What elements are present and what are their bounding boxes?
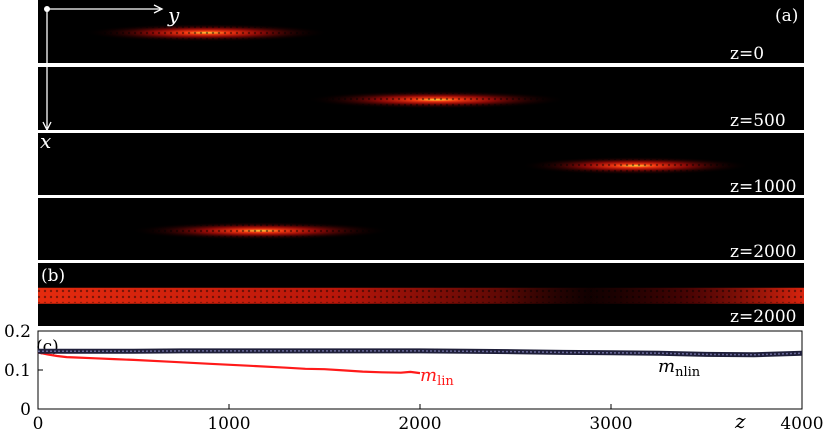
intensity-strip: z=2000: [38, 263, 804, 327]
lattice-pattern: [102, 25, 311, 40]
intensity-strip: z=2000: [38, 198, 804, 262]
intensity-strip: z=0: [38, 0, 804, 64]
series-label-m-lin: mlin: [420, 365, 454, 389]
y-tick-label: 0: [20, 400, 31, 420]
y-tick-label: 0.1: [4, 361, 31, 381]
lattice-pattern: [38, 288, 804, 303]
strip-z-label: z=2000: [730, 242, 796, 262]
strip-z-label: z=500: [730, 111, 786, 131]
intensity-strips: z=0 z=500 z=1000 z=2000 z=2000: [38, 0, 804, 327]
x-tick-label: 0: [33, 414, 44, 433]
intensity-strip: z=500: [38, 67, 804, 131]
lattice-pattern: [149, 223, 371, 238]
strip-z-label: z=0: [730, 44, 764, 64]
series-label-m-nlin: mnlin: [658, 356, 701, 380]
series-line-texture: [38, 350, 803, 356]
x-tick-label: 2000: [398, 414, 441, 433]
chart-x-axis-label: z: [734, 409, 746, 433]
x-tick-label: 1000: [207, 414, 250, 433]
strip-z-label: z=1000: [730, 177, 796, 197]
x-tick-label: 3000: [589, 414, 632, 433]
x-axis-arrowhead-icon: [42, 121, 52, 132]
y-tick-label: 0.2: [4, 322, 31, 342]
y-axis-label: y: [167, 3, 180, 27]
axes-orientation-indicator: y x: [40, 3, 180, 153]
y-axis-arrowhead-icon: [153, 4, 164, 14]
x-tick-label: 4000: [780, 414, 823, 433]
panel-b-label: (b): [41, 266, 65, 286]
strip-z-label: z=2000: [730, 307, 796, 327]
x-axis-label: x: [40, 129, 51, 153]
lattice-pattern: [325, 92, 548, 107]
panel-a-label: (a): [775, 6, 798, 26]
lattice-pattern: [537, 158, 734, 173]
series-line-m-lin: [37, 351, 421, 375]
intensity-strip: z=1000: [38, 133, 804, 197]
